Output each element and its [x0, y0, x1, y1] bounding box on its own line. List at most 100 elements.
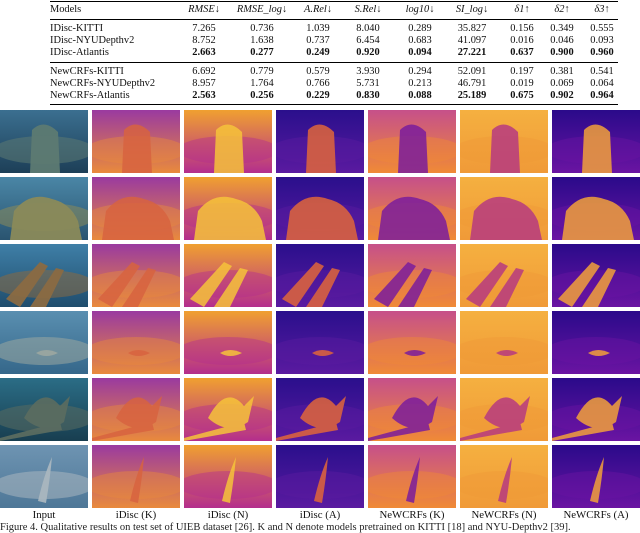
depth-prediction-tile — [368, 445, 456, 508]
table-cell: 35.827 — [457, 23, 487, 34]
depth-map — [276, 378, 364, 441]
input-image-shipwreck-debris — [0, 244, 88, 307]
tile-background — [184, 311, 272, 374]
table-cell: 0.094 — [408, 47, 432, 58]
depth-map — [552, 311, 640, 374]
table-cell: 1.764 — [250, 78, 274, 89]
depth-prediction-tile — [552, 177, 640, 240]
depth-prediction-tile — [460, 311, 548, 374]
scene-object — [406, 457, 420, 503]
depth-map — [552, 445, 640, 508]
scene-object — [306, 124, 336, 173]
figure-caption: Figure 4. Qualitative results on test se… — [0, 522, 571, 533]
column-label-idisc-k: iDisc (K) — [115, 509, 157, 521]
depth-prediction-tile — [276, 177, 364, 240]
scene-object — [184, 396, 254, 441]
table-cell: 0.555 — [590, 23, 614, 34]
table-cell: 0.830 — [356, 90, 380, 101]
depth-map — [92, 244, 180, 307]
table-cell: 2.663 — [192, 47, 216, 58]
scene-object — [214, 124, 244, 173]
table-cell: 1.638 — [250, 35, 274, 46]
input-image-coral-boulder — [0, 177, 88, 240]
table-cell: 0.579 — [306, 66, 330, 77]
depth-map — [184, 177, 272, 240]
qualitative-results-grid — [0, 110, 640, 512]
depth-map — [92, 311, 180, 374]
depth-map — [276, 244, 364, 307]
scene-object — [222, 457, 236, 503]
depth-prediction-tile — [460, 378, 548, 441]
depth-map — [460, 311, 548, 374]
model-name: NewCRFs-KITTI — [50, 66, 124, 77]
depth-map — [276, 110, 364, 173]
scene-object — [286, 196, 358, 240]
scene-object — [220, 350, 242, 356]
depth-prediction-tile — [460, 445, 548, 508]
depth-map — [184, 110, 272, 173]
table-row: IDisc-KITTI 7.265 0.736 1.039 8.040 0.28… — [50, 23, 618, 36]
underwater-photo — [0, 110, 88, 173]
underwater-photo — [0, 244, 88, 307]
depth-map — [368, 110, 456, 173]
scene-object — [194, 196, 266, 240]
scene-object — [368, 396, 438, 441]
depth-prediction-tile — [184, 244, 272, 307]
scene-object — [30, 124, 60, 173]
column-label-newcrfs-a: NeWCRFs (A) — [563, 509, 629, 521]
tile-background — [552, 311, 640, 374]
depth-map — [460, 110, 548, 173]
underwater-photo — [0, 378, 88, 441]
tile-background — [92, 311, 180, 374]
table-cell: 0.289 — [408, 23, 432, 34]
scene-object — [374, 262, 432, 307]
depth-prediction-tile — [368, 378, 456, 441]
table-cell: 5.731 — [356, 78, 380, 89]
table-cell: 0.381 — [550, 66, 574, 77]
scene-object — [378, 196, 450, 240]
table-cell: 0.016 — [510, 35, 534, 46]
table-row-best: IDisc-Atlantis 2.663 0.277 0.249 0.920 0… — [50, 47, 618, 60]
depth-prediction-tile — [368, 110, 456, 173]
table-cell: 0.213 — [408, 78, 432, 89]
scene-object — [0, 396, 70, 441]
scene-object — [92, 396, 162, 441]
scene-object — [128, 350, 150, 356]
depth-prediction-tile — [368, 311, 456, 374]
model-name: IDisc-Atlantis — [50, 47, 109, 58]
scene-object — [282, 262, 340, 307]
scene-object — [466, 262, 524, 307]
scene-object — [496, 350, 518, 356]
table-cell: 0.093 — [590, 35, 614, 46]
scene-object — [498, 457, 512, 503]
table-cell: 0.349 — [550, 23, 574, 34]
table-top-rule — [50, 1, 618, 2]
table-cell: 0.736 — [250, 23, 274, 34]
table-cell: 8.040 — [356, 23, 380, 34]
depth-prediction-tile — [276, 378, 364, 441]
depth-prediction-tile — [552, 110, 640, 173]
table-cell: 0.046 — [550, 35, 574, 46]
column-label-idisc-a: iDisc (A) — [299, 509, 341, 521]
scene-object — [590, 457, 604, 503]
table-row: IDisc-NYUDepthv2 8.752 1.638 0.737 6.454… — [50, 35, 618, 48]
depth-prediction-tile — [92, 177, 180, 240]
column-label-newcrfs-n: NeWCRFs (N) — [471, 509, 537, 521]
depth-prediction-tile — [552, 378, 640, 441]
underwater-photo — [0, 445, 88, 508]
header-models: Models — [50, 4, 82, 15]
input-image-lionfish-wreck — [0, 378, 88, 441]
scene-object — [460, 396, 530, 441]
table-group-rule — [50, 62, 618, 63]
scene-object — [102, 196, 174, 240]
depth-prediction-tile — [276, 110, 364, 173]
table-cell: 0.088 — [408, 90, 432, 101]
depth-prediction-tile — [276, 244, 364, 307]
table-cell: 46.791 — [457, 78, 487, 89]
scene-object — [404, 350, 426, 356]
depth-map — [92, 378, 180, 441]
header-delta2: δ2↑ — [554, 4, 570, 15]
scene-object — [562, 196, 634, 240]
scene-object — [98, 262, 156, 307]
input-image-shrimp-closeup — [0, 445, 88, 508]
